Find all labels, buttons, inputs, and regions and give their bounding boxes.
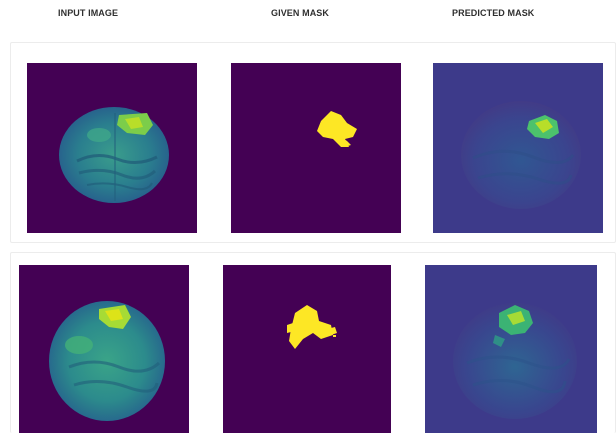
given-mask-2	[223, 265, 391, 433]
header-predicted-mask: PREDICTED MASK	[452, 8, 535, 18]
header-input-image: INPUT IMAGE	[58, 8, 119, 18]
predicted-mask-2	[425, 265, 597, 433]
header-given-mask: GIVEN MASK	[271, 8, 330, 18]
given-mask-1	[231, 63, 401, 233]
predicted-mask-1	[433, 63, 603, 233]
input-image-1	[27, 63, 197, 233]
input-image-2	[19, 265, 189, 433]
